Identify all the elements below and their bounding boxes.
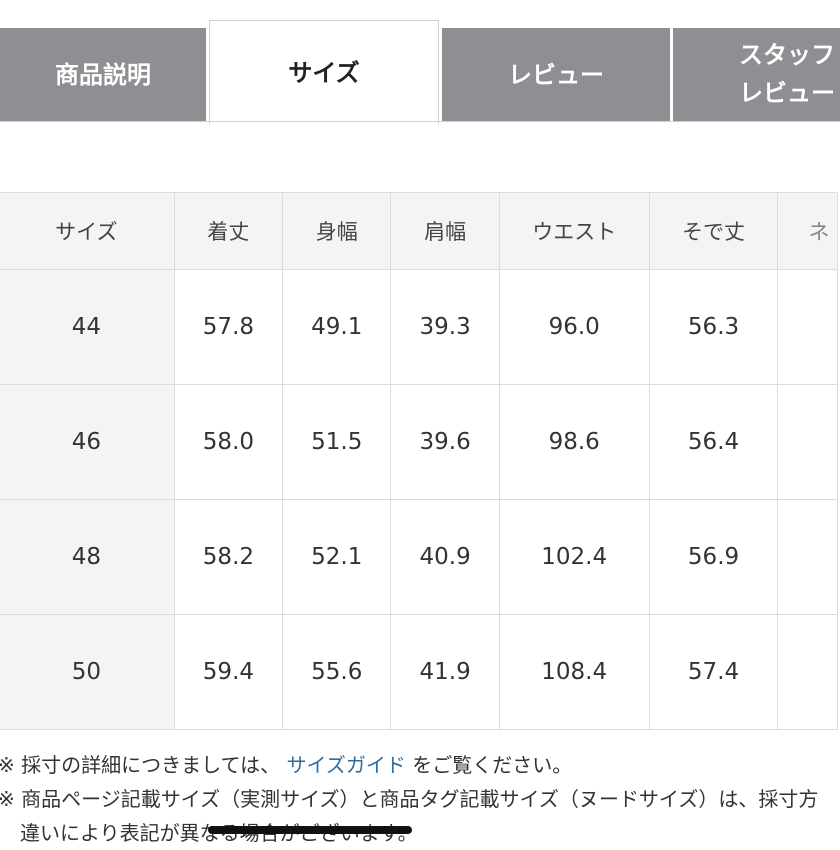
note-suffix: をご覧ください。 [412,753,573,777]
cell-body-width: 49.1 [282,269,392,385]
cell-size: 50 [0,614,175,730]
cell-length: 58.0 [173,384,284,500]
cell-waist: 108.4 [498,614,650,730]
cell-sleeve: 57.4 [648,614,779,730]
tab-divider [0,121,840,122]
cell-size: 48 [0,499,175,615]
tab-label: サイズ [288,58,360,87]
header-cut-off: ネ [777,192,838,270]
cell-shoulder: 39.6 [390,384,500,500]
cell-cut-off [777,499,838,615]
cell-cut-off [777,384,838,500]
header-sleeve: そで丈 [648,192,779,270]
tab-label: 商品説明 [55,61,151,89]
cell-shoulder: 40.9 [390,499,500,615]
cell-size: 44 [0,269,175,385]
cell-length: 59.4 [173,614,284,730]
cell-sleeve: 56.9 [648,499,779,615]
cell-size: 46 [0,384,175,500]
note-size-guide: ※ 採寸の詳細につきましては、 サイズガイド をご覧ください。 [0,748,840,782]
tab-size[interactable]: サイズ [209,20,439,124]
table-row: 50 59.4 55.6 41.9 108.4 57.4 [0,614,838,730]
header-body-width: 身幅 [282,192,392,270]
cell-sleeve: 56.3 [648,269,779,385]
cell-shoulder: 39.3 [390,269,500,385]
cell-cut-off [777,614,838,730]
header-waist: ウエスト [498,192,650,270]
tab-label-line1: スタッフ [739,41,835,69]
cell-body-width: 51.5 [282,384,392,500]
tab-label: レビュー [508,61,604,89]
header-shoulder: 肩幅 [390,192,500,270]
cell-cut-off [777,269,838,385]
size-guide-link[interactable]: サイズガイド [286,753,406,777]
table-row: 44 57.8 49.1 39.3 96.0 56.3 [0,269,838,385]
cell-length: 57.8 [173,269,284,385]
size-notes: ※ 採寸の詳細につきましては、 サイズガイド をご覧ください。 ※ 商品ページ記… [0,748,840,850]
cell-length: 58.2 [173,499,284,615]
header-length: 着丈 [173,192,284,270]
redaction-mark [208,826,412,834]
cell-body-width: 55.6 [282,614,392,730]
cell-sleeve: 56.4 [648,384,779,500]
cell-waist: 96.0 [498,269,650,385]
note-measurement-continued: 違いにより表記が異なる場合がございます。 [0,816,840,850]
note-prefix: ※ 採寸の詳細につきましては、 [0,753,281,777]
cell-waist: 98.6 [498,384,650,500]
tab-label-line2: レビュー [739,79,835,107]
cell-shoulder: 41.9 [390,614,500,730]
note-measurement: ※ 商品ページ記載サイズ（実測サイズ）と商品タグ記載サイズ（ヌードサイズ）は、採… [0,787,819,811]
table-row: 46 58.0 51.5 39.6 98.6 56.4 [0,384,838,500]
tab-staff-review[interactable]: スタッフ レビュー [673,28,840,122]
table-row: 48 58.2 52.1 40.9 102.4 56.9 [0,499,838,615]
table-header-row: サイズ 着丈 身幅 肩幅 ウエスト そで丈 ネ [0,192,838,270]
size-table: サイズ 着丈 身幅 肩幅 ウエスト そで丈 ネ 44 57.8 49.1 39.… [0,192,838,730]
tab-review[interactable]: レビュー [442,28,670,122]
tab-bar: 商品説明 サイズ レビュー スタッフ レビュー [0,0,840,130]
header-size: サイズ [0,192,175,270]
cell-waist: 102.4 [498,499,650,615]
tab-product-description[interactable]: 商品説明 [0,28,206,122]
cell-body-width: 52.1 [282,499,392,615]
